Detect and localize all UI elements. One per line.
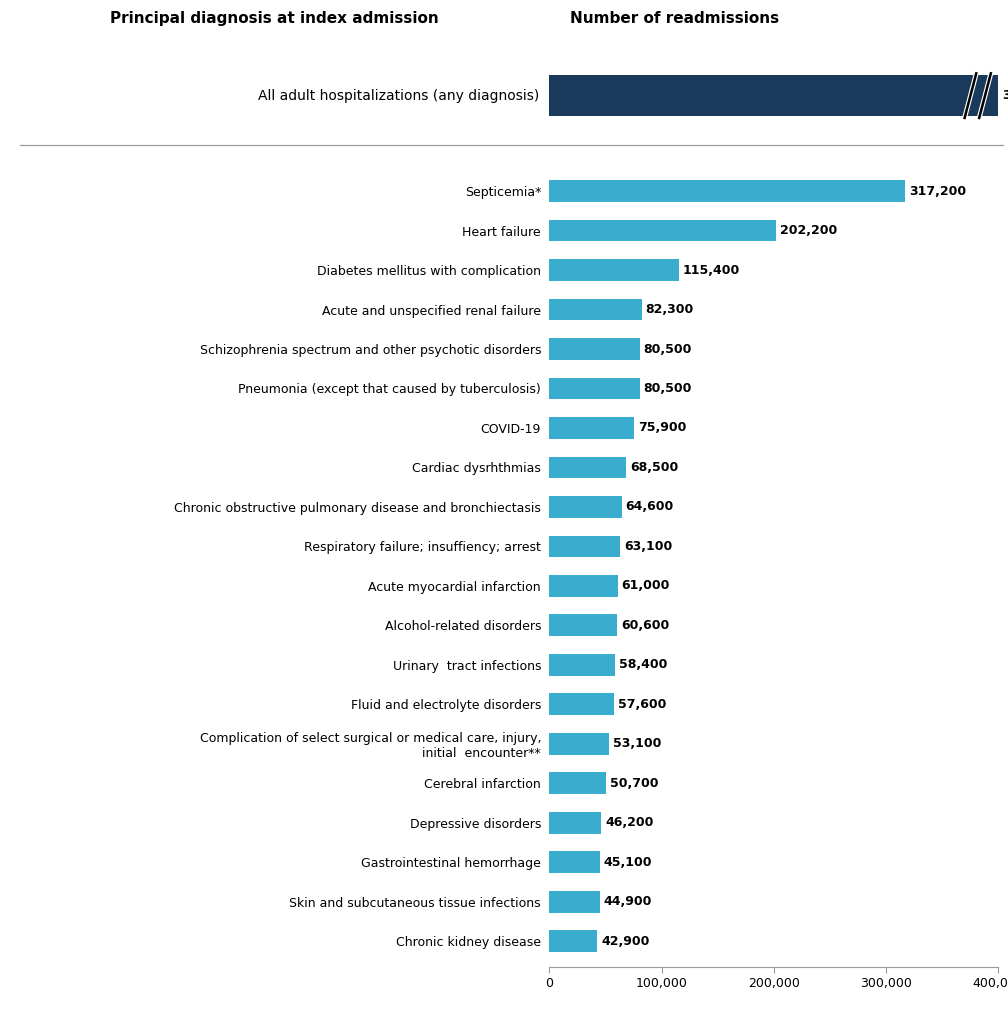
- Bar: [549, 417, 634, 438]
- Text: 202,200: 202,200: [780, 224, 838, 237]
- Bar: [549, 733, 609, 755]
- Text: 115,400: 115,400: [682, 264, 740, 276]
- Text: All adult hospitalizations (any diagnosis): All adult hospitalizations (any diagnosi…: [258, 89, 539, 102]
- Text: 68,500: 68,500: [630, 461, 678, 474]
- Bar: [549, 457, 626, 479]
- Bar: [549, 219, 776, 241]
- Text: 64,600: 64,600: [626, 500, 674, 514]
- Text: 61,000: 61,000: [622, 579, 670, 592]
- Text: 317,200: 317,200: [909, 185, 966, 197]
- Text: 60,600: 60,600: [621, 618, 669, 632]
- Text: 42,900: 42,900: [602, 935, 650, 947]
- Bar: [549, 338, 640, 360]
- Text: 58,400: 58,400: [619, 659, 667, 671]
- Bar: [549, 377, 640, 399]
- Text: 57,600: 57,600: [618, 698, 666, 710]
- Bar: [549, 694, 614, 716]
- Text: 44,900: 44,900: [604, 895, 652, 908]
- Bar: [549, 299, 642, 321]
- Bar: [549, 180, 905, 202]
- Text: 53,100: 53,100: [613, 737, 661, 751]
- Bar: [549, 536, 620, 557]
- Bar: [549, 812, 601, 833]
- Text: 50,700: 50,700: [610, 777, 658, 790]
- Text: Principal diagnosis at index admission: Principal diagnosis at index admission: [110, 10, 439, 26]
- Text: 82,300: 82,300: [645, 303, 694, 316]
- Bar: [549, 772, 606, 794]
- Bar: [549, 75, 998, 116]
- Bar: [549, 891, 600, 913]
- Bar: [549, 653, 615, 675]
- Text: 3,420,000: 3,420,000: [1002, 89, 1008, 102]
- Text: Number of readmissions: Number of readmissions: [571, 10, 779, 26]
- Text: 46,200: 46,200: [605, 816, 653, 829]
- Text: 75,900: 75,900: [638, 422, 686, 434]
- Text: 63,100: 63,100: [624, 540, 672, 553]
- Bar: [549, 851, 600, 873]
- Bar: [549, 614, 617, 636]
- Bar: [549, 931, 598, 952]
- Bar: [549, 260, 678, 281]
- Bar: [549, 575, 618, 597]
- Text: 80,500: 80,500: [643, 342, 691, 356]
- Bar: [549, 496, 622, 518]
- Text: 45,100: 45,100: [604, 856, 652, 869]
- Text: 80,500: 80,500: [643, 382, 691, 395]
